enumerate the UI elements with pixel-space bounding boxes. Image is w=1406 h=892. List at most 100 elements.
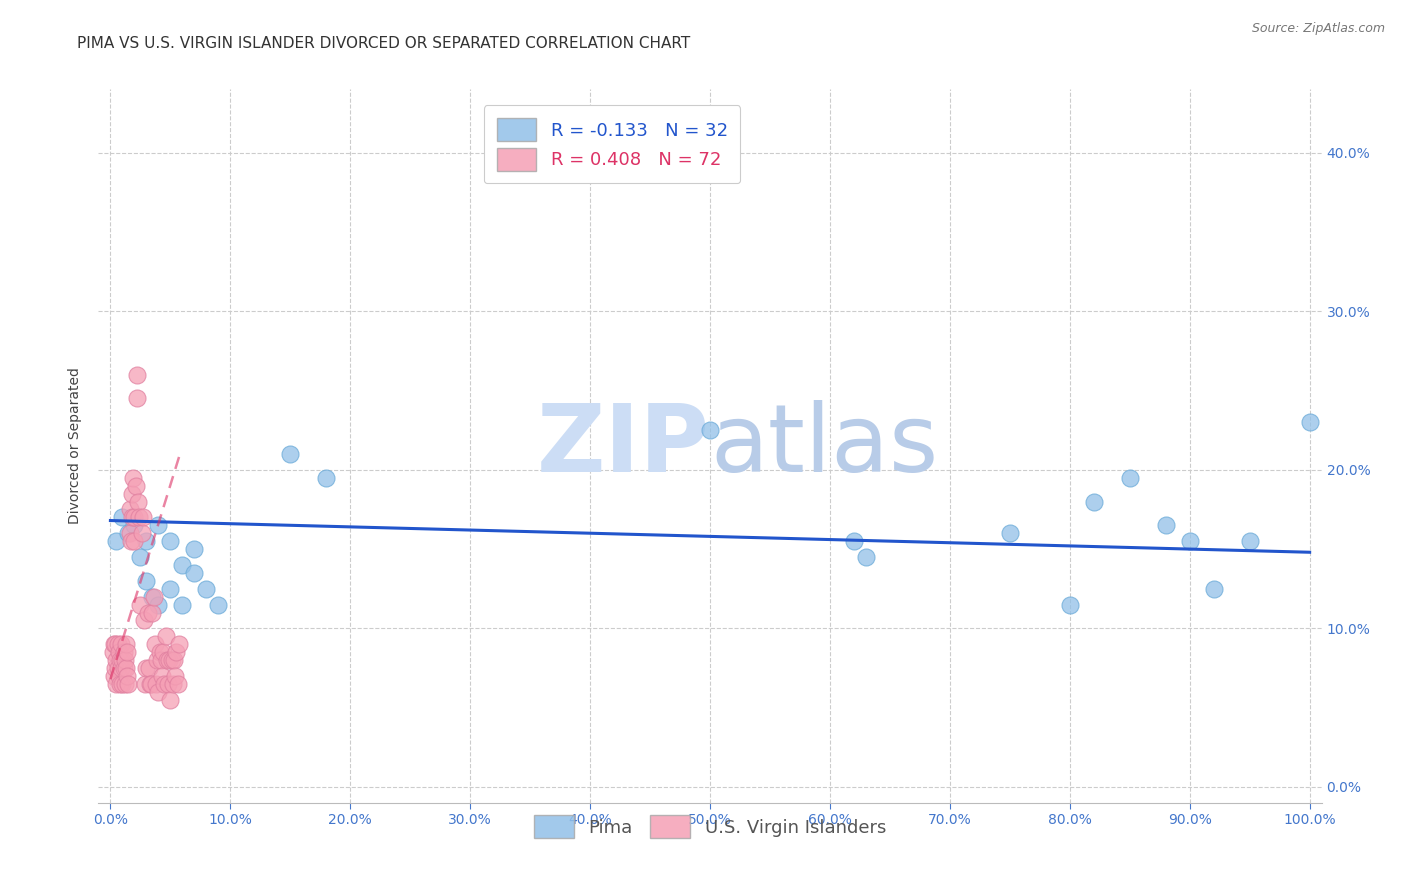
Point — [125, 392, 148, 406]
Point — [159, 692, 181, 706]
Point — [172, 598, 194, 612]
Point — [165, 669, 187, 683]
Point — [135, 534, 157, 549]
Point — [112, 661, 135, 675]
Point — [1239, 534, 1261, 549]
Point — [842, 534, 865, 549]
Point — [114, 677, 136, 691]
Point — [155, 629, 177, 643]
Point — [166, 677, 188, 691]
Point — [107, 661, 129, 675]
Point — [149, 645, 172, 659]
Point — [115, 669, 138, 683]
Point — [163, 653, 186, 667]
Point — [153, 677, 176, 691]
Point — [150, 669, 173, 683]
Point — [111, 653, 134, 667]
Point — [111, 510, 134, 524]
Point — [104, 661, 127, 675]
Point — [135, 661, 157, 675]
Point — [141, 606, 163, 620]
Point — [110, 661, 132, 675]
Point — [124, 510, 146, 524]
Point — [141, 590, 163, 604]
Point — [103, 637, 125, 651]
Point — [1083, 494, 1105, 508]
Point — [124, 478, 146, 492]
Point — [1154, 518, 1177, 533]
Point — [127, 494, 149, 508]
Point — [138, 661, 160, 675]
Text: PIMA VS U.S. VIRGIN ISLANDER DIVORCED OR SEPARATED CORRELATION CHART: PIMA VS U.S. VIRGIN ISLANDER DIVORCED OR… — [77, 36, 690, 51]
Point — [1202, 582, 1225, 596]
Point — [278, 447, 301, 461]
Point — [195, 582, 218, 596]
Point — [105, 677, 128, 691]
Point — [108, 669, 129, 683]
Point — [167, 637, 190, 651]
Point — [160, 653, 183, 667]
Point — [118, 502, 141, 516]
Point — [183, 566, 205, 580]
Text: atlas: atlas — [710, 400, 938, 492]
Point — [111, 677, 134, 691]
Point — [156, 677, 179, 691]
Point — [141, 677, 163, 691]
Point — [172, 558, 194, 572]
Point — [112, 645, 135, 659]
Point — [108, 677, 131, 691]
Point — [120, 534, 142, 549]
Point — [101, 645, 124, 659]
Point — [998, 526, 1021, 541]
Point — [143, 637, 166, 651]
Point — [1059, 598, 1081, 612]
Point — [148, 685, 170, 699]
Point — [124, 534, 146, 549]
Point — [121, 510, 143, 524]
Point — [125, 368, 148, 382]
Point — [1298, 415, 1320, 429]
Point — [132, 614, 155, 628]
Point — [207, 598, 229, 612]
Point — [157, 653, 180, 667]
Point — [159, 582, 181, 596]
Point — [149, 653, 172, 667]
Point — [148, 598, 170, 612]
Point — [142, 590, 165, 604]
Point — [129, 549, 152, 564]
Point — [1178, 534, 1201, 549]
Point — [148, 518, 170, 533]
Point — [105, 653, 128, 667]
Point — [114, 653, 136, 667]
Point — [103, 669, 125, 683]
Point — [124, 518, 146, 533]
Text: ZIP: ZIP — [537, 400, 710, 492]
Point — [145, 677, 167, 691]
Point — [107, 637, 129, 651]
Text: Source: ZipAtlas.com: Source: ZipAtlas.com — [1251, 22, 1385, 36]
Point — [108, 653, 131, 667]
Point — [117, 526, 139, 541]
Point — [122, 471, 145, 485]
Point — [152, 645, 174, 659]
Y-axis label: Divorced or Separated: Divorced or Separated — [69, 368, 83, 524]
Point — [115, 637, 138, 651]
Point — [156, 653, 179, 667]
Point — [183, 542, 205, 557]
Point — [129, 598, 152, 612]
Point — [136, 606, 159, 620]
Point — [165, 645, 187, 659]
Point — [128, 510, 150, 524]
Point — [117, 677, 139, 691]
Point — [139, 677, 162, 691]
Point — [118, 526, 141, 541]
Point — [315, 471, 337, 485]
Point — [1119, 471, 1142, 485]
Point — [162, 677, 184, 691]
Point — [121, 486, 143, 500]
Point — [135, 574, 157, 588]
Point — [131, 526, 153, 541]
Point — [132, 510, 155, 524]
Point — [115, 645, 138, 659]
Point — [108, 645, 129, 659]
